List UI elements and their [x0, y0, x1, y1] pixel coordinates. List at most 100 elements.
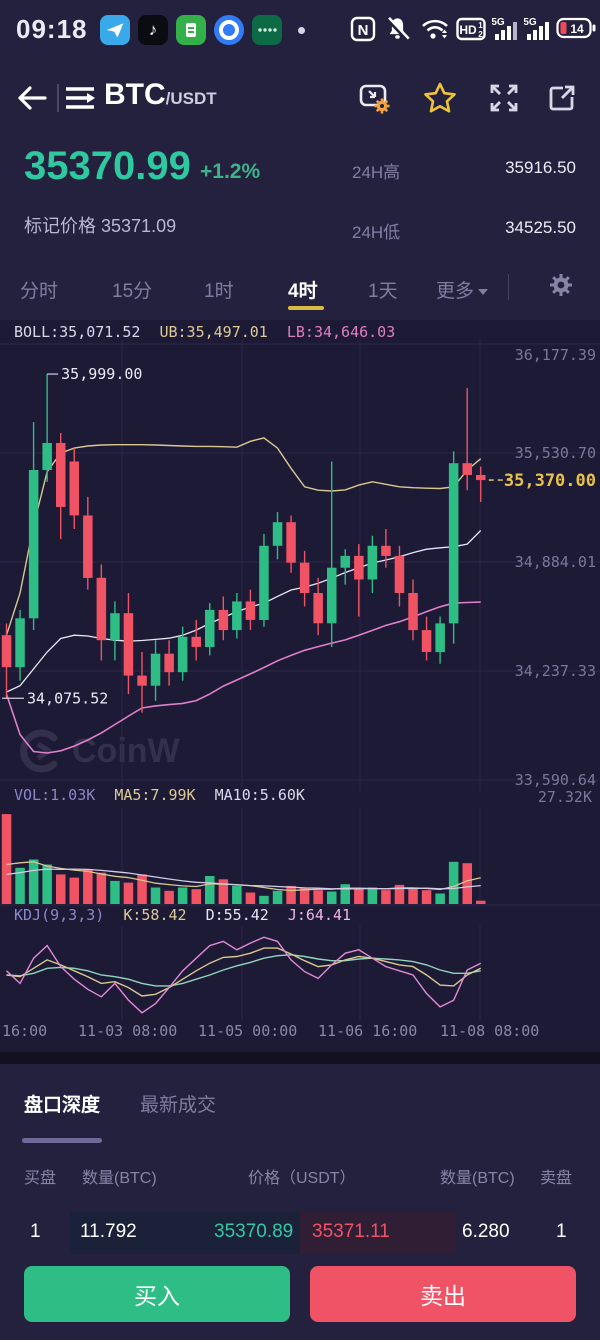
tab-more[interactable]: 更多 — [436, 276, 489, 303]
svg-text:36,177.39: 36,177.39 — [515, 346, 596, 364]
gear-icon — [374, 98, 390, 114]
pair-quote: /USDT — [165, 89, 217, 108]
svg-text:2: 2 — [478, 30, 483, 39]
back-arrow-icon[interactable] — [14, 80, 50, 116]
vol-ma5: MA5:7.99K — [114, 786, 196, 804]
coinw-watermark: CoinW — [18, 728, 180, 774]
volume-pane — [0, 808, 600, 906]
vol-ma10: MA10:5.60K — [214, 786, 305, 804]
bell-muted-icon — [384, 15, 411, 42]
x-tick: 11-08 08:00 — [440, 1022, 540, 1040]
favorite-star-icon[interactable] — [422, 80, 458, 116]
tab-time-share[interactable]: 分时 — [20, 281, 59, 302]
pair-base: BTC — [104, 78, 166, 111]
svg-text:34,237.33: 34,237.33 — [515, 662, 596, 680]
clock: 09:18 — [16, 14, 88, 44]
svg-text:5G: 5G — [524, 17, 537, 28]
battery-level: 14 — [570, 22, 584, 36]
signal-5g-icon: 5G — [524, 14, 552, 42]
interval-tabs: 分时 15分 1时 4时 1天 更多 — [0, 258, 600, 320]
telegram-icon — [100, 15, 130, 45]
orderbook-panel: 盘口深度 最新成交 买盘 数量(BTC) 价格（USDT） 数量(BTC) 卖盘… — [0, 1064, 600, 1340]
lb-value: LB:34,646.03 — [286, 323, 396, 341]
kdj-k: K:58.42 — [123, 906, 187, 924]
divider — [57, 84, 59, 112]
change-percent: +1.2% — [200, 160, 261, 183]
page-title: BTC/USDT — [104, 78, 217, 112]
x-tick: 16:00 — [2, 1022, 48, 1040]
bid-count: 1 — [30, 1221, 41, 1242]
section-divider — [0, 1052, 600, 1064]
volume-max-label: 27.32K — [537, 788, 592, 806]
tab-1day[interactable]: 1天 — [368, 281, 398, 302]
battery-icon: 14 — [556, 17, 596, 39]
tab-depth[interactable]: 盘口深度 — [24, 1095, 101, 1116]
kline-settings-icon[interactable] — [356, 80, 392, 116]
boll-indicator-row: BOLL:35,071.52 UB:35,497.01 LB:34,646.03 — [14, 323, 405, 341]
svg-text:N: N — [358, 22, 369, 39]
ask-count: 1 — [556, 1221, 567, 1242]
x-tick: 11-06 16:00 — [318, 1022, 418, 1040]
tab-latest-trades[interactable]: 最新成交 — [140, 1095, 217, 1116]
tab-15min[interactable]: 15分 — [112, 281, 153, 302]
mark-price-label: 标记价格 — [24, 216, 96, 236]
col-price: 价格（USDT） — [248, 1170, 356, 1187]
high-value: 35916.50 — [505, 158, 576, 177]
kline-chart[interactable]: BOLL:35,071.52 UB:35,497.01 LB:34,646.03… — [0, 320, 600, 1052]
header: BTC/USDT — [0, 58, 600, 140]
vol-value: VOL:1.03K — [14, 786, 96, 804]
svg-text:5G: 5G — [492, 17, 505, 28]
col-bid-qty: 数量(BTC) — [82, 1170, 157, 1187]
ub-value: UB:35,497.01 — [159, 323, 268, 341]
last-price: 35370.99 — [24, 144, 191, 188]
svg-text:35,999.00: 35,999.00 — [61, 365, 142, 383]
low-value: 34525.50 — [505, 218, 576, 237]
kdj-indicator-row: KDJ(9,3,3) K:58.42 D:55.42 J:64.41 — [14, 906, 361, 924]
time-axis: 16:00 11-03 08:00 11-05 00:00 11-06 16:0… — [0, 1022, 600, 1044]
coinw-logo-icon — [20, 729, 58, 773]
bid-qty: 11.792 — [80, 1221, 137, 1242]
oppo-icon — [252, 15, 282, 45]
ask-depth-bar — [300, 1212, 456, 1254]
kdj-label: KDJ(9,3,3) — [14, 906, 105, 924]
x-tick: 11-03 08:00 — [78, 1022, 178, 1040]
svg-text:33,590.64: 33,590.64 — [515, 771, 596, 789]
fullscreen-icon[interactable] — [486, 80, 522, 116]
nfc-icon: N — [350, 16, 376, 42]
tiktok-icon: ♪ — [138, 15, 168, 45]
mark-price-value: 35371.09 — [101, 216, 177, 236]
svg-text:HD: HD — [459, 23, 477, 37]
x-tick: 11-05 00:00 — [198, 1022, 298, 1040]
active-tab-underline — [288, 306, 324, 310]
orderbook-row[interactable]: 1 11.792 35370.89 35371.11 6.280 1 — [0, 1212, 600, 1254]
svg-text:34,075.52: 34,075.52 — [27, 689, 108, 707]
tab-1hour[interactable]: 1时 — [204, 281, 234, 302]
ask-qty: 6.280 — [462, 1221, 510, 1242]
svg-text:35,370.00: 35,370.00 — [504, 471, 596, 491]
svg-text:1: 1 — [478, 21, 483, 30]
tab-4hour[interactable]: 4时 — [288, 281, 318, 302]
active-tab-underline — [22, 1138, 102, 1143]
share-icon[interactable] — [544, 80, 580, 116]
high-label: 24H高 — [352, 163, 401, 182]
wifi-icon — [420, 17, 450, 42]
volume-indicator-row: VOL:1.03K MA5:7.99K MA10:5.60K — [14, 786, 315, 804]
col-ask-qty: 数量(BTC) — [440, 1170, 515, 1187]
divider — [508, 274, 509, 300]
pair-switch-icon[interactable] — [62, 80, 98, 116]
boll-value: BOLL:35,071.52 — [14, 323, 141, 341]
buy-button[interactable]: 买入 — [24, 1266, 290, 1322]
kdj-j: J:64.41 — [287, 906, 352, 924]
status-bar: 09:18 ♪ N HD 1 2 5G 5G 14 — [0, 0, 600, 58]
kdj-d: D:55.42 — [205, 906, 269, 924]
candlestick-pane[interactable]: 35,999.00 34,075.52 35,370.00 36,177.39 35,5… — [0, 340, 600, 792]
sell-button[interactable]: 卖出 — [310, 1266, 576, 1322]
low-label: 24H低 — [352, 223, 401, 242]
ask-price[interactable]: 35371.11 — [312, 1221, 390, 1242]
bid-price[interactable]: 35370.89 — [214, 1221, 294, 1242]
mark-price-row: 标记价格 35371.09 — [24, 212, 176, 238]
chart-settings-gear-icon[interactable] — [548, 272, 574, 298]
kdj-pane — [6, 926, 482, 1020]
col-bid: 买盘 — [24, 1170, 57, 1187]
svg-text:35,530.70: 35,530.70 — [515, 444, 596, 462]
